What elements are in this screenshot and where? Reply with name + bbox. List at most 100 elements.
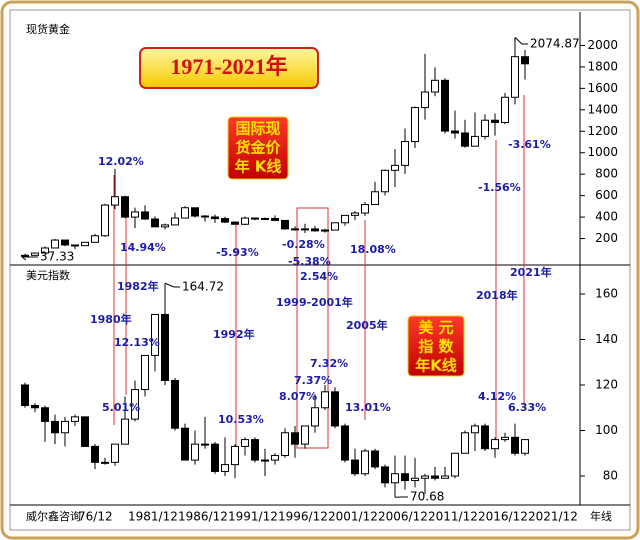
candle-body (371, 191, 379, 206)
candle-body (121, 196, 129, 218)
candle-body (501, 96, 509, 123)
x-tick-label: 76/12 (78, 510, 113, 524)
panel-label: 美元指数 (26, 268, 70, 282)
candle-body (221, 218, 229, 223)
candle-body (401, 473, 409, 482)
candle-body (51, 239, 59, 249)
badge-text: 美 元 (418, 319, 453, 337)
badge-text: 指 数 (418, 338, 454, 356)
candle-body (251, 217, 259, 220)
candle-body (41, 407, 49, 422)
candle-body (311, 228, 319, 232)
candle-body (271, 217, 279, 221)
title-box (139, 47, 319, 89)
annotation: 1980年 (90, 312, 132, 326)
extreme-label: 37.33 (40, 250, 74, 264)
candle-body (171, 217, 179, 226)
badge-box (227, 116, 289, 180)
y-tick-label: 1800 (587, 59, 618, 73)
panel-label: 现货黄金 (26, 22, 70, 36)
candle-body (451, 452, 459, 477)
candle-body (471, 135, 479, 147)
candle-body (21, 384, 29, 406)
annotation: 1992年 (213, 327, 255, 341)
candle-body (431, 475, 439, 479)
x-tick-label: 2021/12 (528, 510, 578, 524)
candle-body (341, 214, 349, 224)
candle-body (261, 459, 269, 462)
x-tick-label: 1996/12 (278, 510, 328, 524)
candle-body (281, 219, 289, 230)
candle-body (331, 222, 339, 231)
annotation: -5.93% (216, 246, 259, 259)
candle-body (111, 443, 119, 463)
candle-body (461, 432, 469, 454)
y-tick-label: 400 (595, 210, 618, 224)
chart-title: 1971-2021年 (170, 54, 287, 79)
candle-body (201, 443, 209, 446)
x-tick-label: 2016/12 (478, 510, 528, 524)
annotation: 2018年 (476, 288, 518, 302)
candle-body (71, 244, 79, 247)
candle-body (181, 427, 189, 461)
candle-body (101, 204, 109, 237)
candle-body (351, 459, 359, 475)
candle-body (271, 455, 279, 461)
candle-body (431, 79, 439, 93)
candle-body (301, 425, 309, 445)
annotation: 12.13% (114, 336, 160, 349)
candle-body (241, 439, 249, 447)
x-tick-label: 2006/12 (378, 510, 428, 524)
candle-body (491, 439, 499, 450)
annotation: 18.08% (350, 243, 396, 256)
annotation: 13.01% (345, 401, 391, 414)
candle-body (201, 215, 209, 218)
y-tick-label: 160 (595, 287, 618, 301)
candle-body (211, 443, 219, 472)
x-tick-label: 1981/12 (128, 510, 178, 524)
candle-body (341, 425, 349, 461)
annotation: 10.53% (218, 413, 264, 426)
candle-body (471, 425, 479, 434)
candle-body (481, 425, 489, 450)
red-markers (113, 95, 525, 462)
candle-body (331, 391, 339, 427)
candle-body (491, 119, 499, 123)
y-tick-label: 80 (603, 469, 618, 483)
annotation: 6.33% (508, 401, 546, 414)
candle-body (401, 141, 409, 166)
y-tick-label: 200 (595, 231, 618, 245)
candle-body (91, 235, 99, 243)
y-tick-label: 800 (595, 167, 618, 181)
x-tick-label: 1991/12 (228, 510, 278, 524)
candle-body (161, 224, 169, 228)
candle-body (501, 436, 509, 441)
annotation: -3.61% (508, 138, 551, 151)
candle-body (61, 239, 69, 246)
badge-text: 年 K线 (235, 158, 282, 176)
y-tick-label: 140 (595, 332, 618, 346)
candle-body (321, 229, 329, 232)
candle-body (391, 473, 399, 484)
label-arrow (21, 253, 38, 261)
badge-text: 年K线 (415, 357, 457, 375)
candle-body (191, 443, 199, 461)
candle-body (131, 389, 139, 420)
footer: 威尔鑫咨询 (26, 509, 81, 523)
y-tick-label: 600 (595, 188, 618, 202)
candle-body (281, 432, 289, 457)
y-tick-label: 1000 (587, 145, 618, 159)
candle-body (511, 436, 519, 454)
annotation: -5.38% (288, 255, 331, 268)
candle-body (231, 445, 239, 466)
candle-body (151, 313, 159, 356)
candle-body (151, 218, 159, 228)
candle-body (461, 132, 469, 147)
annotation: 4.12% (478, 390, 516, 403)
badge-text: 国际现 (235, 120, 280, 138)
candle-body (421, 475, 429, 479)
annotation: 1982年 (117, 279, 159, 293)
annotation: 5.01% (102, 401, 140, 414)
x-tick-label: 1986/12 (178, 510, 228, 524)
